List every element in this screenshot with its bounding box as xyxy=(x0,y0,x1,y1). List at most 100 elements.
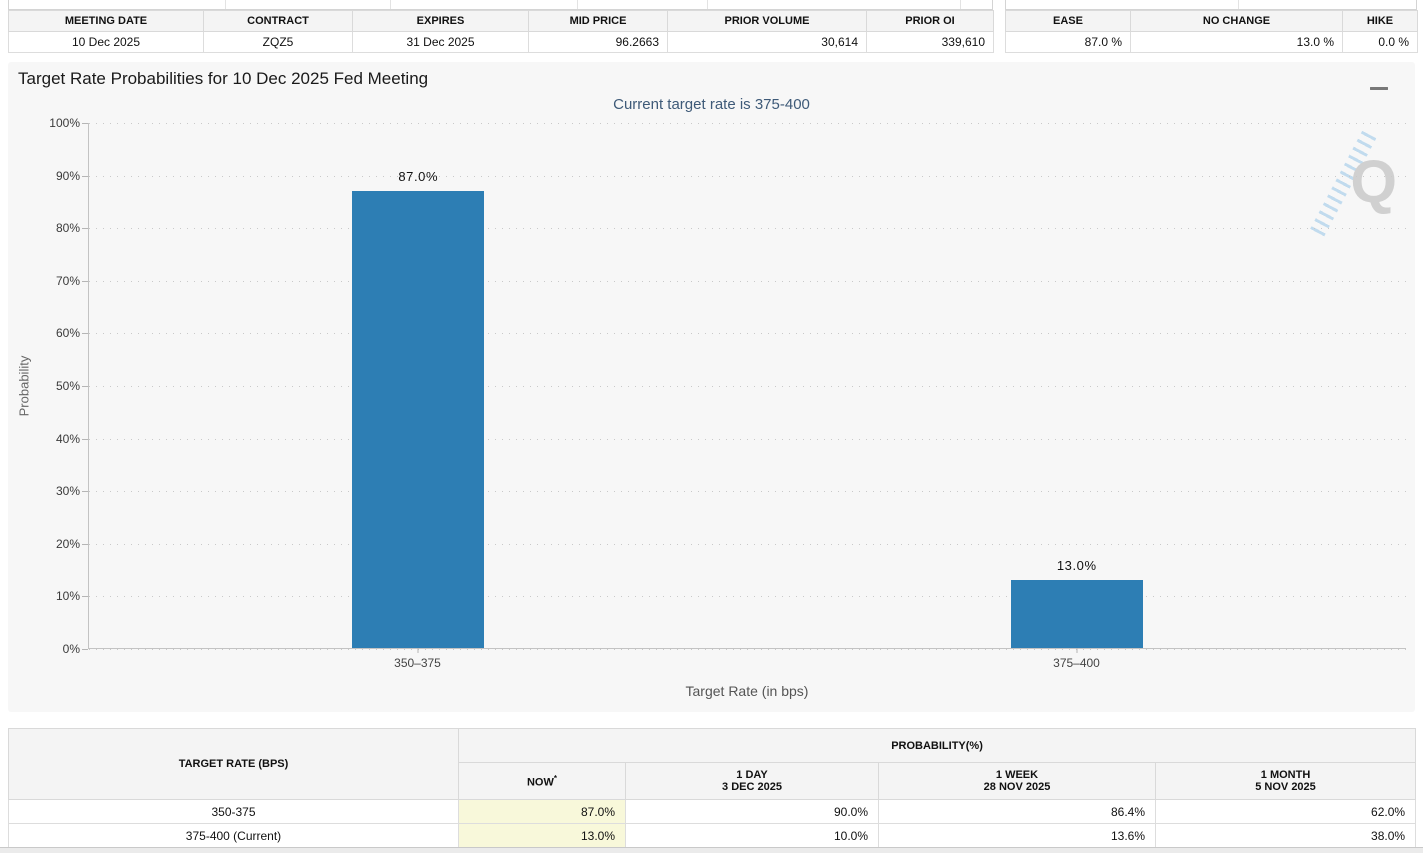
y-axis-tick xyxy=(82,386,88,387)
y-axis-tick xyxy=(82,544,88,545)
bottom-partial-panel xyxy=(0,847,1423,853)
col-header-1-week: 1 WEEK 28 NOV 2025 xyxy=(878,762,1156,800)
move-probability-value-row: 87.0 % 13.0 % 0.0 % xyxy=(1005,31,1418,53)
gridline xyxy=(89,544,1406,545)
now-probability-cell: 13.0% xyxy=(458,823,626,848)
divider xyxy=(390,0,391,9)
one-month-probability-cell: 62.0% xyxy=(1154,799,1417,824)
one-month-label: 1 MONTH xyxy=(1260,769,1311,781)
hike-value: 0.0 % xyxy=(1342,31,1418,53)
expires-value: 31 Dec 2025 xyxy=(352,31,529,53)
chart-subtitle: Current target rate is 375-400 xyxy=(613,96,810,113)
col-header-target-rate: TARGET RATE (BPS) xyxy=(8,728,459,800)
one-week-probability-cell: 86.4% xyxy=(878,799,1156,824)
x-axis-tick-labels: 350–375 375–400 xyxy=(88,656,1406,672)
y-axis-tick xyxy=(82,176,88,177)
prior-volume-value: 30,614 xyxy=(667,31,867,53)
prior-oi-value: 339,610 xyxy=(866,31,994,53)
col-header-meeting-date: MEETING DATE xyxy=(8,10,204,32)
col-header-ease: EASE xyxy=(1005,10,1131,32)
move-probability-header-row: EASE NO CHANGE HIKE xyxy=(1005,10,1418,32)
bar-value-label: 13.0% xyxy=(1056,557,1097,573)
one-day-probability-cell: 90.0% xyxy=(625,799,879,824)
one-week-label: 1 WEEK xyxy=(995,769,1039,781)
bar-value-label: 87.0% xyxy=(398,169,439,185)
y-axis-tick-label: 90% xyxy=(55,169,80,183)
x-axis-tick xyxy=(1076,648,1078,653)
chart-context-menu-button[interactable] xyxy=(1370,73,1403,93)
target-rate-cell: 350-375 xyxy=(8,799,459,824)
y-axis-tick xyxy=(82,333,88,334)
y-axis-tick-label: 30% xyxy=(55,484,80,498)
contract-info-table: MEETING DATE CONTRACT EXPIRES MID PRICE … xyxy=(8,10,994,53)
y-axis-tick xyxy=(82,596,88,597)
one-week-probability-cell: 13.6% xyxy=(878,823,1156,848)
gridline xyxy=(89,176,1406,177)
plot-area: 87.0% 13.0% xyxy=(82,123,1406,653)
y-axis-tick-label: 60% xyxy=(55,326,80,340)
top-partial-row-right xyxy=(1005,0,1417,10)
chart-title: Target Rate Probabilities for 10 Dec 202… xyxy=(18,69,429,88)
col-header-prior-oi: PRIOR OI xyxy=(866,10,994,32)
col-header-hike: HIKE xyxy=(1342,10,1418,32)
one-month-probability-cell: 38.0% xyxy=(1154,823,1417,848)
one-day-probability-cell: 10.0% xyxy=(625,823,879,848)
y-axis-tick-label: 50% xyxy=(55,379,80,393)
mid-price-value: 96.2663 xyxy=(528,31,668,53)
probability-bar-1[interactable] xyxy=(352,191,485,648)
y-axis-tick-label: 100% xyxy=(49,116,80,130)
top-partial-row-left xyxy=(8,0,993,10)
now-label: NOW xyxy=(526,776,554,789)
gridline xyxy=(89,439,1406,440)
col-header-1-month: 1 MONTH 5 NOV 2025 xyxy=(1154,762,1417,800)
col-header-probability-group: PROBABILITY(%) xyxy=(457,728,1417,763)
gridline xyxy=(89,649,1406,650)
divider xyxy=(960,0,961,9)
col-header-now: NOW* xyxy=(458,762,626,800)
y-axis-tick-label: 20% xyxy=(55,537,80,551)
col-header-prior-volume: PRIOR VOLUME xyxy=(667,10,867,32)
col-header-contract: CONTRACT xyxy=(203,10,353,32)
history-row-375-400-current: 375-400 (Current) 13.0% 10.0% 13.6% 38.0… xyxy=(8,823,1417,848)
y-axis-tick-label: 0% xyxy=(62,642,80,656)
divider xyxy=(225,0,226,9)
move-probability-table: EASE NO CHANGE HIKE 87.0 % 13.0 % 0.0 % xyxy=(1005,10,1418,53)
y-axis-tick xyxy=(82,281,88,282)
probability-chart-panel: Target Rate Probabilities for 10 Dec 202… xyxy=(8,62,1415,712)
history-row-350-375: 350-375 87.0% 90.0% 86.4% 62.0% xyxy=(8,799,1417,824)
history-sub-header-row: NOW* 1 DAY 3 DEC 2025 1 WEEK 28 NOV 2025… xyxy=(9,762,1417,800)
gridline xyxy=(89,228,1406,229)
one-day-date: 3 DEC 2025 xyxy=(722,781,782,793)
history-group-header-row: TARGET RATE (BPS) PROBABILITY(%) xyxy=(8,728,1417,800)
now-asterisk: * xyxy=(553,773,557,783)
x-axis-title: Target Rate (in bps) xyxy=(685,683,809,699)
meeting-date-value: 10 Dec 2025 xyxy=(8,31,204,53)
x-axis-tick-label: 350–375 xyxy=(394,656,441,670)
contract-value: ZQZ5 xyxy=(203,31,353,53)
y-axis-tick xyxy=(82,228,88,229)
gridline xyxy=(89,333,1406,334)
y-axis-tick-label: 10% xyxy=(55,589,80,603)
y-axis-tick xyxy=(82,491,88,492)
probability-bar-2[interactable] xyxy=(1010,579,1143,648)
divider xyxy=(577,0,578,9)
divider xyxy=(1238,0,1239,9)
x-axis-tick xyxy=(417,648,419,653)
contract-info-header-row: MEETING DATE CONTRACT EXPIRES MID PRICE … xyxy=(8,10,994,32)
y-axis-tick xyxy=(82,439,88,440)
probability-history-table: TARGET RATE (BPS) PROBABILITY(%) NOW* 1 … xyxy=(8,728,1417,848)
y-axis-tick-label: 70% xyxy=(55,274,80,288)
y-axis-tick-label: 40% xyxy=(55,432,80,446)
no-change-value: 13.0 % xyxy=(1130,31,1343,53)
gridline xyxy=(89,386,1406,387)
col-header-1-day: 1 DAY 3 DEC 2025 xyxy=(625,762,879,800)
y-axis-tick xyxy=(82,123,88,124)
y-axis-tick-labels: 0% 10% 20% 30% 40% 50% 60% 70% 80% 90% 100% xyxy=(8,116,80,656)
gridline xyxy=(89,491,1406,492)
target-rate-cell: 375-400 (Current) xyxy=(8,823,459,848)
one-week-date: 28 NOV 2025 xyxy=(983,781,1051,793)
y-axis-tick xyxy=(82,649,88,650)
ease-value: 87.0 % xyxy=(1005,31,1131,53)
one-month-date: 5 NOV 2025 xyxy=(1255,781,1316,793)
x-axis-tick-label: 375–400 xyxy=(1053,656,1100,670)
